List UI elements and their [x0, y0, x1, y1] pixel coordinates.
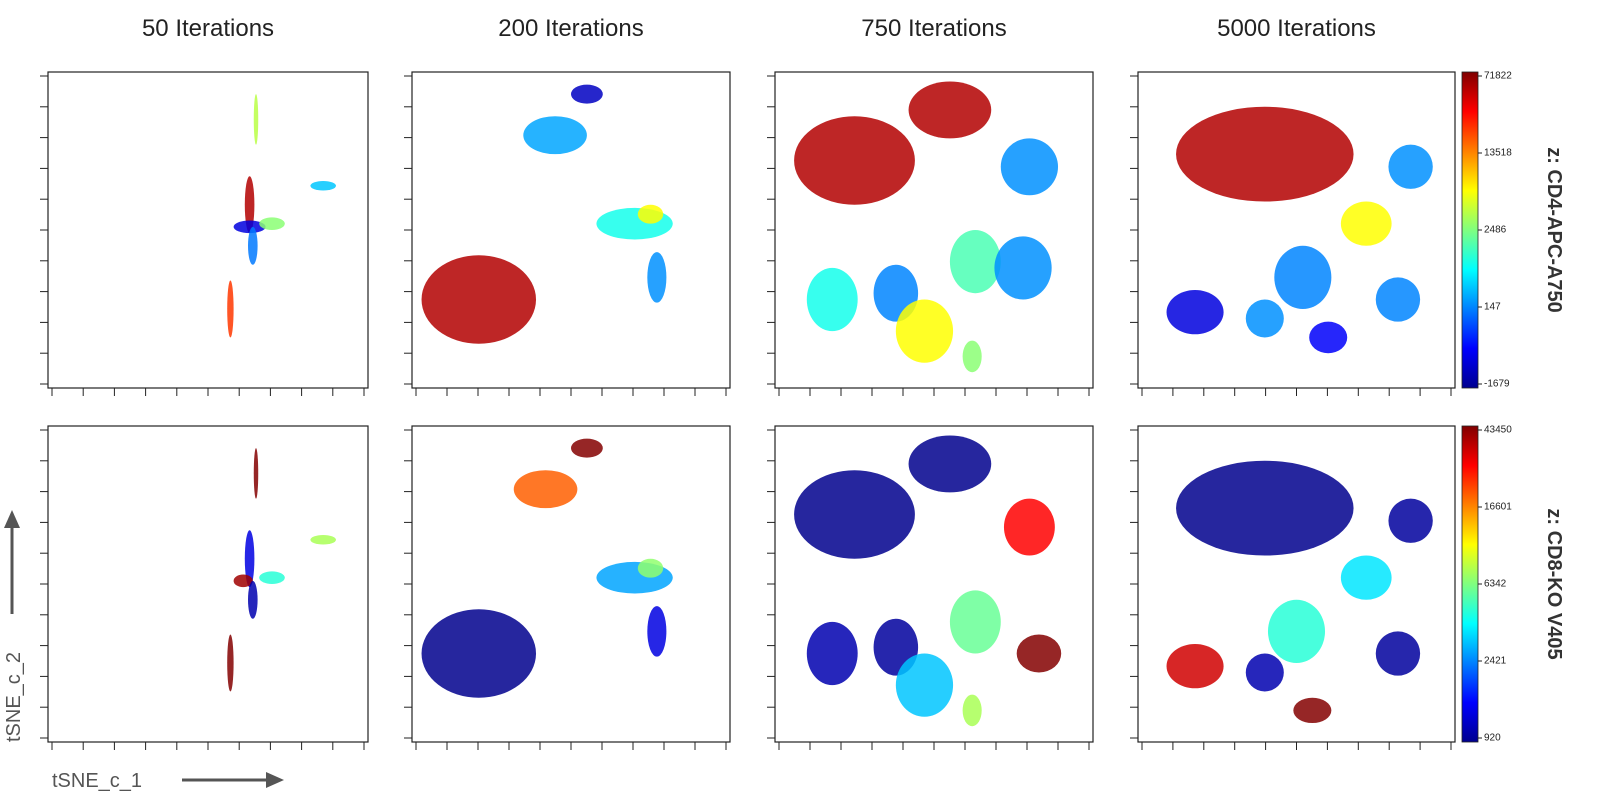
colorbar-label: z: CD4-APC-A750 — [1543, 147, 1565, 313]
cell-cluster — [1016, 634, 1062, 673]
cell-cluster — [1388, 144, 1433, 189]
cell-cluster — [1267, 599, 1326, 664]
panel-title: 750 Iterations — [861, 15, 1006, 42]
x-axis-label: tSNE_c_1 — [52, 770, 142, 792]
cell-cluster — [248, 580, 258, 619]
cell-cluster — [310, 181, 337, 191]
cell-cluster — [244, 530, 255, 588]
y-arrow-head — [4, 510, 20, 528]
cell-cluster — [637, 558, 664, 578]
cell-cluster — [244, 176, 255, 234]
cell-cluster — [1245, 299, 1284, 338]
cell-cluster — [994, 236, 1052, 300]
cell-cluster — [806, 621, 858, 686]
cell-cluster — [895, 299, 954, 363]
colorbar-tick-label: 6342 — [1484, 579, 1507, 590]
cell-cluster — [1000, 138, 1059, 196]
plot-frame — [47, 71, 369, 389]
panel-title: 200 Iterations — [498, 15, 643, 42]
cell-cluster — [1166, 644, 1224, 689]
cell-cluster — [259, 217, 285, 230]
cell-cluster — [1375, 631, 1421, 676]
colorbar-tick-label: 2486 — [1484, 225, 1507, 236]
colorbar-tick-label: 147 — [1484, 302, 1501, 313]
cell-cluster — [949, 590, 1001, 654]
cell-cluster — [523, 116, 587, 155]
cell-cluster — [1274, 245, 1332, 309]
colorbar — [1461, 71, 1479, 389]
colorbar-tick-label: -1679 — [1484, 379, 1510, 390]
cell-cluster — [248, 226, 258, 265]
cell-cluster — [949, 230, 1001, 294]
cell-cluster — [1245, 653, 1284, 692]
colorbar-tick-label: 16601 — [1484, 502, 1512, 513]
cell-cluster — [233, 220, 266, 234]
cell-cluster — [908, 435, 992, 493]
cell-cluster — [637, 204, 664, 224]
cell-cluster — [1309, 321, 1348, 354]
cell-cluster — [571, 84, 603, 104]
cell-cluster — [1293, 697, 1332, 724]
cell-cluster — [1388, 498, 1433, 543]
x-arrow-head — [266, 772, 284, 788]
cell-cluster — [806, 267, 858, 332]
cell-cluster — [1340, 555, 1392, 600]
colorbar — [1461, 425, 1479, 743]
plot-frame — [47, 425, 369, 743]
cell-cluster — [253, 94, 259, 145]
panel-title: 5000 Iterations — [1217, 15, 1376, 42]
cell-cluster — [421, 255, 537, 344]
cell-cluster — [895, 653, 954, 717]
cell-cluster — [962, 340, 982, 373]
cell-cluster — [233, 574, 253, 588]
colorbar-tick-label: 920 — [1484, 733, 1501, 744]
cell-cluster — [1003, 498, 1055, 556]
colorbar-label: z: CD8-KO V405 — [1543, 508, 1565, 659]
cell-cluster — [647, 606, 667, 657]
cell-cluster — [962, 694, 982, 727]
cell-cluster — [1340, 201, 1392, 246]
cell-cluster — [1166, 290, 1224, 335]
cell-cluster — [310, 535, 337, 545]
cell-cluster — [421, 609, 537, 698]
cell-cluster — [1176, 106, 1354, 202]
cell-cluster — [571, 438, 603, 458]
cell-cluster — [908, 81, 992, 139]
cell-cluster — [1176, 460, 1354, 556]
cell-cluster — [647, 252, 667, 303]
panel-title: 50 Iterations — [142, 15, 274, 42]
cell-cluster — [794, 116, 915, 205]
cell-cluster — [513, 470, 578, 509]
colorbar-tick-label: 13518 — [1484, 148, 1512, 159]
colorbar-tick-label: 71822 — [1484, 71, 1512, 82]
cell-cluster — [227, 634, 234, 692]
cell-cluster — [794, 470, 915, 559]
y-axis-label: tSNE_c_2 — [3, 652, 25, 742]
cell-cluster — [259, 571, 285, 584]
cell-cluster — [253, 448, 259, 499]
cell-cluster — [1375, 277, 1421, 322]
colorbar-tick-label: 43450 — [1484, 425, 1512, 436]
cell-cluster — [227, 280, 234, 338]
colorbar-tick-label: 2421 — [1484, 656, 1507, 667]
